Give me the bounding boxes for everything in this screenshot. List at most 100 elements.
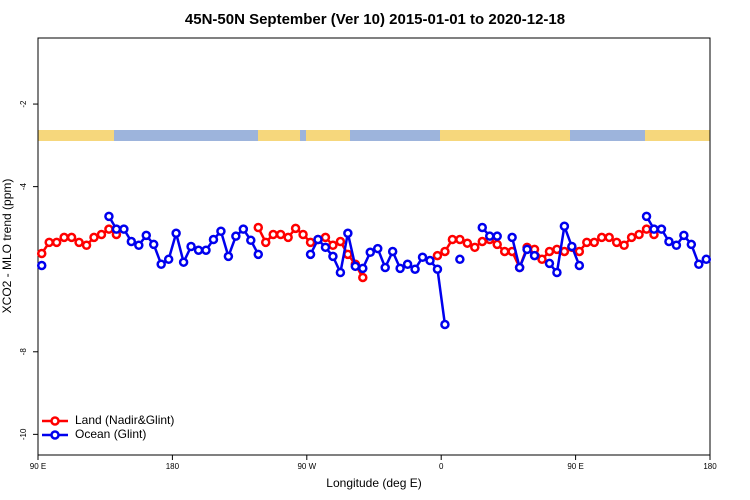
- data-point: [343, 228, 353, 239]
- data-point: [283, 232, 293, 243]
- data-point: [104, 224, 114, 234]
- data-point: [365, 247, 376, 258]
- data-point: [246, 235, 256, 246]
- data-point: [358, 272, 368, 283]
- data-point: [111, 224, 122, 234]
- y-tick-label: -8: [19, 348, 28, 356]
- data-point: [626, 232, 637, 243]
- data-point: [694, 259, 704, 270]
- data-point: [387, 246, 398, 257]
- data-point: [582, 237, 592, 248]
- series-line: [107, 215, 707, 325]
- data-point: [171, 228, 181, 239]
- data-point: [529, 250, 540, 261]
- data-point: [514, 262, 525, 273]
- data-point: [402, 259, 413, 270]
- data-point: [104, 211, 114, 222]
- data-point: [432, 264, 443, 274]
- data-point: [656, 224, 667, 234]
- chart-title: 45N-50N September (Ver 10) 2015-01-01 to…: [185, 11, 565, 28]
- data-point: [455, 234, 465, 245]
- data-point: [268, 229, 278, 240]
- data-point: [380, 262, 390, 273]
- data-point: [641, 224, 652, 234]
- data-point: [499, 246, 510, 257]
- data-point: [36, 260, 47, 271]
- data-point: [462, 238, 473, 248]
- data-point: [44, 237, 54, 248]
- data-point: [470, 242, 480, 253]
- data-point: [641, 211, 652, 222]
- x-tick-label: 0: [439, 462, 444, 471]
- data-point: [589, 237, 600, 248]
- data-point: [649, 224, 659, 234]
- data-point: [335, 267, 346, 278]
- data-point: [559, 221, 570, 232]
- data-point: [358, 263, 368, 274]
- data-point: [447, 234, 458, 245]
- data-point: [544, 246, 555, 257]
- data-point: [425, 255, 435, 266]
- data-point: [372, 243, 383, 254]
- x-tick-label: 90 W: [297, 462, 316, 471]
- data-point: [126, 236, 137, 247]
- data-point: [51, 237, 62, 248]
- data-point: [544, 258, 555, 269]
- data-point: [260, 237, 271, 248]
- data-point: [634, 229, 644, 240]
- data-point: [552, 267, 562, 278]
- data-point: [477, 236, 488, 247]
- data-point: [507, 232, 517, 243]
- data-point: [679, 230, 689, 241]
- data-point: [619, 240, 629, 251]
- data-point: [96, 229, 107, 240]
- data-point: [410, 264, 420, 274]
- y-tick-label: -10: [19, 428, 28, 440]
- data-point: [238, 224, 249, 234]
- y-tick-label: -2: [19, 100, 28, 108]
- data-point: [89, 232, 99, 243]
- data-point: [253, 222, 264, 233]
- data-point: [350, 261, 361, 272]
- data-point: [231, 231, 241, 241]
- data-point: [335, 236, 346, 247]
- data-point: [492, 231, 502, 241]
- land-ocean-band: [38, 130, 710, 141]
- data-point: [305, 249, 316, 260]
- data-point: [440, 319, 450, 330]
- data-point: [148, 239, 159, 250]
- data-point: [664, 236, 674, 247]
- data-point: [216, 226, 226, 236]
- data-point: [36, 248, 47, 259]
- y-tick-label: -4: [19, 183, 28, 191]
- data-point: [193, 245, 204, 255]
- legend-marker: [50, 430, 60, 440]
- data-point: [298, 229, 308, 240]
- data-point: [574, 246, 585, 257]
- plot-frame: [37, 37, 711, 456]
- y-axis-label: XCO2 - MLO trend (ppm): [0, 179, 14, 314]
- x-axis-label: Longitude (deg E): [326, 476, 421, 490]
- data-point: [477, 222, 488, 233]
- data-point: [59, 232, 69, 243]
- data-point: [611, 237, 622, 248]
- data-point: [186, 241, 196, 252]
- data-point: [567, 241, 577, 252]
- legend-marker: [50, 416, 60, 426]
- data-point: [74, 237, 84, 248]
- data-point: [484, 231, 495, 241]
- data-point: [156, 259, 166, 270]
- data-point: [141, 230, 152, 241]
- data-point: [320, 242, 331, 253]
- legend-label: Ocean (Glint): [75, 427, 146, 441]
- data-point: [440, 246, 450, 257]
- data-point: [701, 254, 712, 265]
- data-point: [492, 239, 502, 250]
- data-point: [328, 240, 338, 251]
- data-point: [395, 263, 405, 274]
- data-point: [686, 239, 697, 250]
- legend-label: Land (Nadir&Glint): [75, 413, 174, 427]
- data-point: [119, 224, 129, 234]
- x-tick-label: 90 E: [567, 462, 583, 471]
